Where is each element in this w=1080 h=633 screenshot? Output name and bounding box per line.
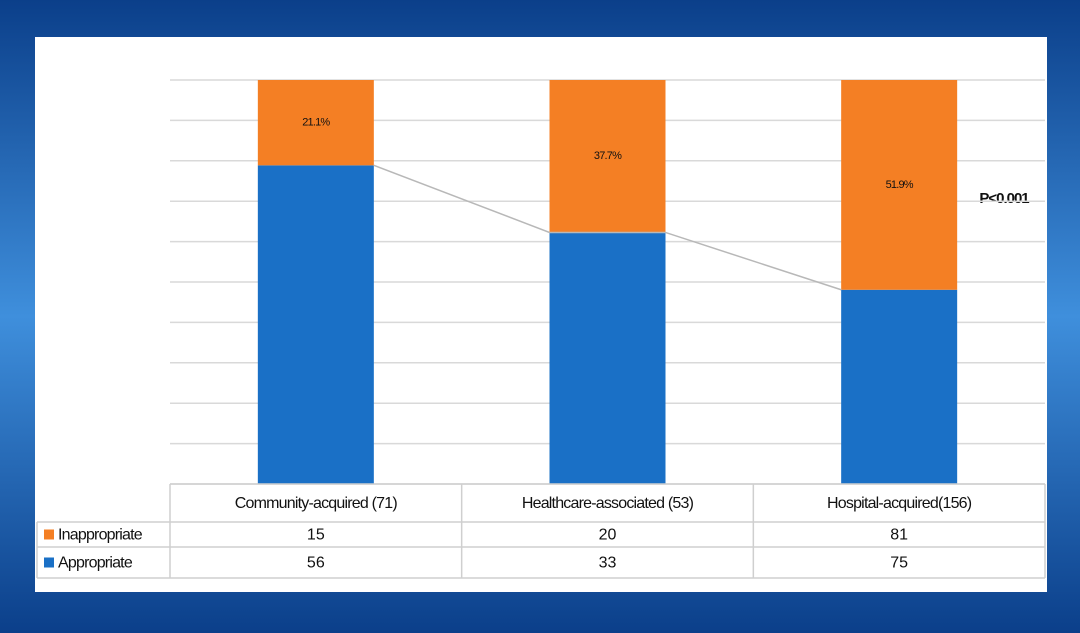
table-value: 75 (890, 555, 908, 572)
bar-segment (257, 165, 374, 484)
table-value: 15 (307, 527, 325, 544)
bar-segment (549, 80, 666, 233)
bar-segment (257, 80, 374, 166)
x-tick-label: Hospital-acquired(156) (827, 495, 972, 512)
table-value: 33 (599, 555, 617, 572)
legend-swatch (44, 529, 54, 540)
table-value: 56 (307, 555, 325, 572)
table-value: 20 (599, 527, 617, 544)
legend-swatch (44, 557, 54, 568)
trend-line (373, 164, 842, 291)
annotation: P<0.001 (979, 190, 1029, 207)
bar-segment (841, 289, 958, 484)
bar-segment (549, 232, 666, 484)
x-tick-label: Healthcare-associated (53) (522, 495, 694, 512)
data-label: 37.7% (594, 150, 622, 162)
data-label: 51.9% (886, 179, 914, 191)
legend-label: Inappropriate (58, 527, 143, 544)
legend-label: Appropriate (58, 555, 133, 572)
x-tick-label: Community-acquired (71) (235, 495, 398, 512)
table-value: 81 (890, 527, 908, 544)
bar-segment (841, 80, 958, 290)
data-label: 21.1% (302, 117, 330, 129)
